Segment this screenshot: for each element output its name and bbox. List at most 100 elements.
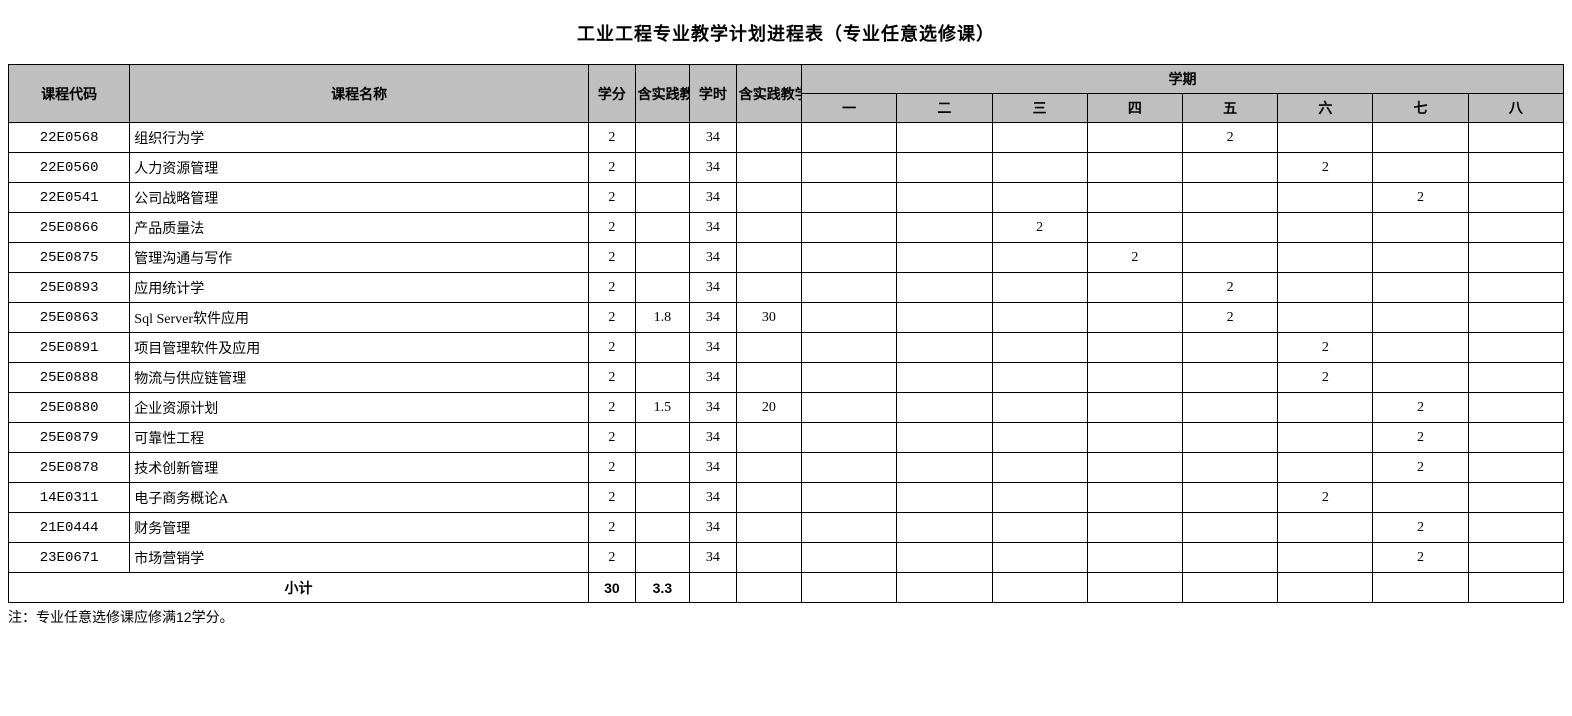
th-name: 课程名称 <box>130 65 589 123</box>
cell-credit: 2 <box>589 123 636 153</box>
cell-sem-4 <box>1087 153 1182 183</box>
cell-sem-3 <box>992 183 1087 213</box>
cell-hours: 34 <box>690 213 737 243</box>
cell-sem-6 <box>1278 513 1373 543</box>
cell-sem-1 <box>802 393 897 423</box>
cell-credit: 2 <box>589 273 636 303</box>
cell-hours: 34 <box>690 423 737 453</box>
subtotal-sem-8 <box>1468 573 1563 603</box>
cell-phours <box>736 363 801 393</box>
cell-sem-2 <box>897 273 992 303</box>
cell-hours: 34 <box>690 123 737 153</box>
cell-sem-6 <box>1278 543 1373 573</box>
cell-pcredit: 1.5 <box>635 393 689 423</box>
cell-sem-5 <box>1182 393 1277 423</box>
cell-name: 物流与供应链管理 <box>130 363 589 393</box>
cell-sem-5 <box>1182 183 1277 213</box>
cell-name: 公司战略管理 <box>130 183 589 213</box>
cell-sem-3 <box>992 303 1087 333</box>
cell-credit: 2 <box>589 153 636 183</box>
cell-phours <box>736 243 801 273</box>
cell-hours: 34 <box>690 183 737 213</box>
cell-sem-5 <box>1182 213 1277 243</box>
cell-pcredit <box>635 543 689 573</box>
footnote: 注：专业任意选修课应修满12学分。 <box>8 607 1564 627</box>
cell-sem-8 <box>1468 423 1563 453</box>
cell-sem-6: 2 <box>1278 363 1373 393</box>
subtotal-phours <box>736 573 801 603</box>
cell-sem-2 <box>897 543 992 573</box>
subtotal-sem-3 <box>992 573 1087 603</box>
cell-sem-7 <box>1373 333 1468 363</box>
th-practice-credit: 含实践教学学分 <box>635 65 689 123</box>
cell-sem-3: 2 <box>992 213 1087 243</box>
cell-sem-8 <box>1468 363 1563 393</box>
cell-sem-3 <box>992 363 1087 393</box>
cell-name: 市场营销学 <box>130 543 589 573</box>
cell-name: 应用统计学 <box>130 273 589 303</box>
th-sem-1: 一 <box>802 94 897 123</box>
subtotal-label: 小计 <box>9 573 589 603</box>
cell-credit: 2 <box>589 423 636 453</box>
cell-credit: 2 <box>589 393 636 423</box>
cell-sem-1 <box>802 183 897 213</box>
th-semester: 学期 <box>802 65 1564 94</box>
cell-name: Sql Server软件应用 <box>130 303 589 333</box>
cell-sem-6 <box>1278 123 1373 153</box>
curriculum-table: 课程代码 课程名称 学分 含实践教学学分 学时 含实践教学学时 学期 一 二 三… <box>8 64 1564 603</box>
cell-sem-8 <box>1468 213 1563 243</box>
cell-sem-8 <box>1468 303 1563 333</box>
cell-sem-8 <box>1468 273 1563 303</box>
cell-pcredit <box>635 153 689 183</box>
cell-code: 22E0568 <box>9 123 130 153</box>
th-practice-hours: 含实践教学学时 <box>736 65 801 123</box>
cell-hours: 34 <box>690 483 737 513</box>
cell-credit: 2 <box>589 243 636 273</box>
cell-sem-2 <box>897 333 992 363</box>
cell-phours <box>736 153 801 183</box>
cell-sem-7 <box>1373 213 1468 243</box>
cell-credit: 2 <box>589 303 636 333</box>
cell-pcredit <box>635 243 689 273</box>
cell-sem-5: 2 <box>1182 123 1277 153</box>
subtotal-row: 小计303.3 <box>9 573 1564 603</box>
cell-pcredit <box>635 513 689 543</box>
cell-sem-4 <box>1087 273 1182 303</box>
cell-hours: 34 <box>690 363 737 393</box>
cell-sem-7: 2 <box>1373 513 1468 543</box>
cell-sem-6 <box>1278 183 1373 213</box>
cell-credit: 2 <box>589 483 636 513</box>
th-hours: 学时 <box>690 65 737 123</box>
cell-name: 管理沟通与写作 <box>130 243 589 273</box>
cell-sem-8 <box>1468 393 1563 423</box>
cell-sem-3 <box>992 483 1087 513</box>
cell-code: 25E0880 <box>9 393 130 423</box>
cell-code: 14E0311 <box>9 483 130 513</box>
cell-sem-5 <box>1182 483 1277 513</box>
cell-code: 25E0888 <box>9 363 130 393</box>
cell-sem-1 <box>802 333 897 363</box>
cell-sem-5 <box>1182 513 1277 543</box>
cell-phours <box>736 183 801 213</box>
subtotal-sem-4 <box>1087 573 1182 603</box>
table-row: 25E0893应用统计学2342 <box>9 273 1564 303</box>
cell-sem-7 <box>1373 363 1468 393</box>
cell-phours: 30 <box>736 303 801 333</box>
cell-sem-3 <box>992 543 1087 573</box>
cell-pcredit <box>635 333 689 363</box>
table-row: 14E0311电子商务概论A2342 <box>9 483 1564 513</box>
table-row: 25E0880企业资源计划21.534202 <box>9 393 1564 423</box>
cell-sem-2 <box>897 303 992 333</box>
cell-sem-7 <box>1373 483 1468 513</box>
cell-phours: 20 <box>736 393 801 423</box>
cell-sem-4 <box>1087 303 1182 333</box>
cell-name: 人力资源管理 <box>130 153 589 183</box>
cell-credit: 2 <box>589 513 636 543</box>
table-row: 25E0878技术创新管理2342 <box>9 453 1564 483</box>
cell-sem-2 <box>897 453 992 483</box>
cell-pcredit <box>635 423 689 453</box>
cell-phours <box>736 513 801 543</box>
cell-sem-6 <box>1278 423 1373 453</box>
cell-hours: 34 <box>690 393 737 423</box>
cell-sem-8 <box>1468 153 1563 183</box>
